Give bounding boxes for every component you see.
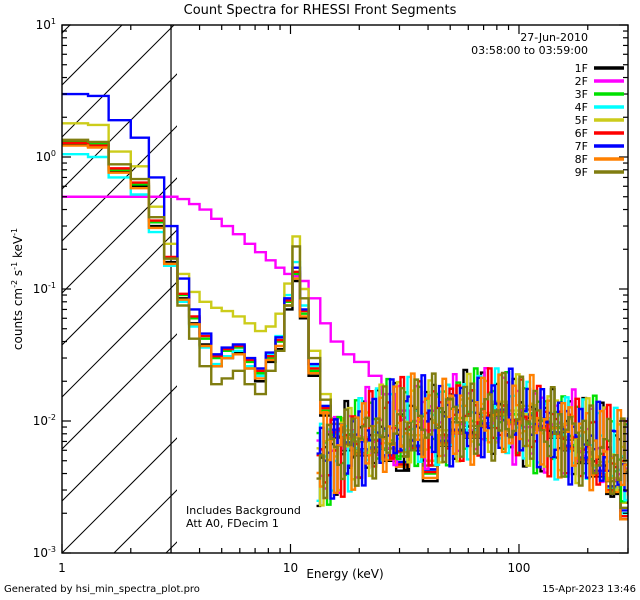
y-tick-label: 10-2 <box>33 413 56 428</box>
y-tick-label: 10-3 <box>33 545 56 560</box>
legend-label-4F: 4F <box>575 101 588 114</box>
annotation-line-1: Includes Background <box>186 504 301 517</box>
legend-label-6F: 6F <box>575 127 588 140</box>
y-axis-title: counts cm-2 s-1 keV-1 <box>10 228 25 350</box>
x-tick-label: 100 <box>508 561 531 575</box>
y-tick-label: 100 <box>36 149 56 164</box>
x-tick-label: 10 <box>283 561 298 575</box>
spectra-curves <box>62 92 628 521</box>
footer-generated-by: Generated by hsi_min_spectra_plot.pro <box>4 584 200 595</box>
page-title: Count Spectra for RHESSI Front Segments <box>184 3 457 18</box>
legend-label-7F: 7F <box>575 140 588 153</box>
y-tick-label: 10-1 <box>33 281 56 296</box>
x-tick-label: 1 <box>58 561 66 575</box>
legend-date: 27-Jun-2010 <box>520 31 588 44</box>
legend: 27-Jun-2010 03:58:00 to 03:59:00 1F2F3F4… <box>471 31 624 179</box>
legend-label-2F: 2F <box>575 75 588 88</box>
legend-label-1F: 1F <box>575 62 588 75</box>
legend-label-5F: 5F <box>575 114 588 127</box>
series-9F-tail <box>316 371 628 500</box>
axes: 1 10 100 10-3 10-2 10-1 100 101 <box>33 17 629 575</box>
footer-timestamp: 15-Apr-2023 13:46 <box>542 584 636 595</box>
x-axis-title: Energy (keV) <box>306 567 383 581</box>
legend-label-8F: 8F <box>575 153 588 166</box>
series-8F-tail <box>316 372 628 496</box>
svg-text:counts cm-2 s-1 keV-1: counts cm-2 s-1 keV-1 <box>10 228 25 350</box>
y-tick-label: 101 <box>36 17 56 32</box>
legend-time-range: 03:58:00 to 03:59:00 <box>471 44 588 57</box>
legend-label-9F: 9F <box>575 166 588 179</box>
legend-label-3F: 3F <box>575 88 588 101</box>
annotation-line-2: Att A0, FDecim 1 <box>186 517 279 530</box>
